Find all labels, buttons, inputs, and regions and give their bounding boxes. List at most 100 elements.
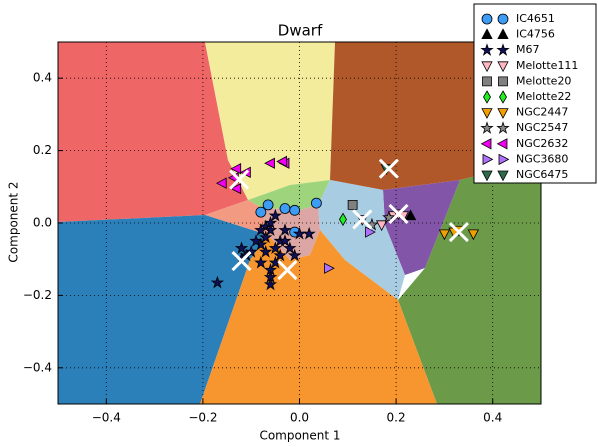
- marker: [278, 223, 292, 236]
- legend-label: Melotte22: [516, 90, 571, 103]
- marker: [365, 226, 376, 238]
- marker: [497, 108, 509, 119]
- marker: [496, 138, 508, 150]
- y-tick-label: 0.4: [33, 71, 52, 85]
- marker: [480, 43, 494, 56]
- marker: [259, 230, 273, 244]
- marker: [497, 61, 509, 73]
- marker: [482, 153, 494, 166]
- legend-label: M67: [516, 43, 540, 56]
- centroid: [229, 169, 250, 190]
- x-tick-label: 0.0: [290, 411, 309, 425]
- marker: [215, 177, 227, 189]
- legend-label: NGC3680: [516, 152, 568, 165]
- marker: [210, 275, 225, 289]
- grid: [58, 42, 541, 404]
- marker: [263, 277, 278, 291]
- marker: [497, 13, 509, 25]
- marker: [481, 108, 493, 119]
- marker: [311, 197, 322, 209]
- marker: [254, 255, 268, 269]
- centroid: [448, 221, 469, 243]
- marker: [288, 248, 302, 262]
- marker: [480, 138, 492, 150]
- marker: [481, 28, 493, 39]
- legend-label: NGC2632: [516, 137, 568, 150]
- region: [398, 160, 541, 404]
- marker: [255, 206, 267, 218]
- region: [58, 215, 268, 404]
- y-tick-label: −0.2: [23, 288, 52, 302]
- legend-label: IC4651: [516, 12, 555, 25]
- marker: [347, 199, 358, 210]
- marker: [481, 13, 493, 25]
- y-tick-label: −0.4: [23, 360, 52, 374]
- region: [200, 230, 437, 404]
- marker: [276, 155, 287, 168]
- x-tick-label: 0.4: [483, 411, 502, 425]
- marker: [438, 229, 451, 241]
- marker: [278, 234, 292, 247]
- marker: [292, 226, 307, 240]
- y-axis-label: Component 2: [7, 181, 21, 262]
- marker: [283, 241, 297, 255]
- marker: [264, 157, 275, 169]
- marker: [496, 43, 510, 56]
- legend-label: NGC2447: [516, 106, 568, 119]
- centroid: [231, 250, 252, 272]
- region: [58, 42, 248, 222]
- marker: [482, 76, 492, 87]
- plot-frame: [57, 41, 542, 405]
- marker: [268, 208, 283, 222]
- marker: [254, 223, 268, 236]
- marker: [481, 61, 493, 73]
- marker: [339, 212, 347, 227]
- marker: [234, 241, 249, 255]
- marker: [499, 90, 507, 104]
- centroid: [352, 209, 373, 230]
- chart-title: Dwarf: [278, 22, 323, 40]
- marker: [230, 182, 242, 195]
- marker: [481, 170, 493, 182]
- centroid: [277, 259, 298, 281]
- marker: [404, 209, 417, 221]
- marker: [375, 220, 388, 232]
- marker: [467, 229, 480, 241]
- region: [205, 42, 335, 200]
- marker: [496, 121, 510, 134]
- legend-label: NGC2547: [516, 121, 568, 134]
- marker: [268, 241, 283, 255]
- marker: [382, 210, 396, 224]
- centroid: [388, 203, 409, 225]
- x-tick-label: 0.2: [387, 411, 406, 425]
- marker: [497, 170, 509, 182]
- region: [205, 200, 268, 235]
- marker: [263, 215, 278, 229]
- marker: [259, 244, 273, 258]
- region: [383, 180, 460, 275]
- x-tick-label: −0.2: [188, 411, 217, 425]
- marker: [244, 244, 258, 258]
- legend-label: NGC6475: [516, 168, 568, 181]
- points: [210, 155, 480, 291]
- legend-label: IC4756: [516, 28, 555, 41]
- marker: [262, 199, 274, 211]
- voronoi-regions: [58, 42, 541, 404]
- legend: IC4651 IC4756 M67 Melotte111 Melotte20 Melott…: [480, 12, 578, 182]
- legend-box: [473, 3, 597, 184]
- legend-label: Melotte20: [516, 74, 571, 87]
- marker: [279, 203, 291, 214]
- marker: [249, 234, 263, 247]
- centroid: [378, 158, 399, 179]
- marker: [483, 90, 491, 104]
- marker: [497, 28, 509, 39]
- marker: [324, 262, 335, 274]
- marker: [230, 163, 242, 175]
- marker: [480, 121, 494, 134]
- marker: [498, 153, 510, 166]
- y-tick-label: 0.0: [33, 216, 52, 230]
- legend-label: Melotte111: [516, 59, 578, 72]
- x-tick-label: −0.4: [92, 411, 121, 425]
- marker: [289, 204, 301, 216]
